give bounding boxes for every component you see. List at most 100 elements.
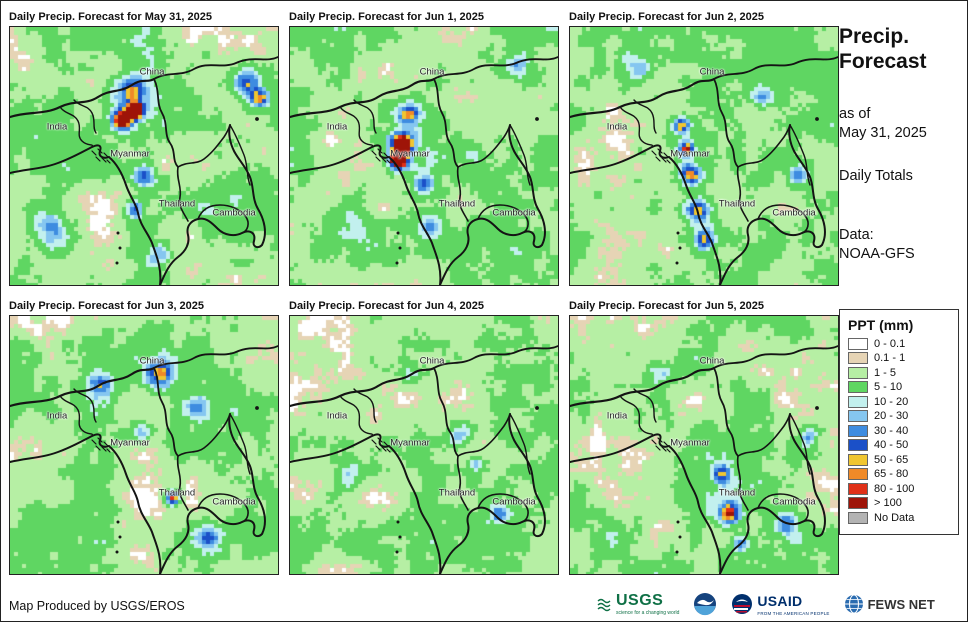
country-label: Cambodia [772, 207, 816, 219]
legend-label: 1 - 5 [874, 366, 897, 379]
legend-label: 10 - 20 [874, 395, 909, 408]
legend-item: No Data [848, 511, 950, 524]
country-label: Cambodia [492, 496, 536, 508]
precip-raster [10, 27, 278, 285]
precip-raster [290, 316, 558, 574]
as-of-block: as of May 31, 2025 [839, 105, 965, 144]
usgs-tagline: science for a changing world [616, 610, 680, 616]
map-canvas-area: China India Myanmar Thailand Cambodia [289, 315, 559, 575]
map-panel: Daily Precip. Forecast for Jun 5, 2025 [569, 300, 841, 575]
legend-item: 65 - 80 [848, 468, 950, 481]
legend-swatch [848, 511, 868, 524]
country-label: Thailand [438, 487, 476, 499]
country-label: India [326, 121, 348, 133]
map-panel: Daily Precip. Forecast for May 31, 2025 [9, 11, 281, 286]
country-label: China [139, 355, 165, 367]
legend-label: 20 - 30 [874, 410, 909, 423]
country-label: Myanmar [110, 437, 150, 449]
map-canvas-area: China India Myanmar Thailand Cambodia [289, 26, 559, 286]
as-of-date: May 31, 2025 [839, 125, 927, 142]
map-canvas-area: China India Myanmar Thailand Cambodia [569, 315, 839, 575]
country-borders-icon [10, 345, 278, 574]
country-label: China [699, 66, 725, 78]
legend-item: 80 - 100 [848, 482, 950, 495]
country-label: India [46, 121, 68, 133]
precip-raster [570, 316, 838, 574]
country-label: China [419, 355, 445, 367]
country-label: India [606, 410, 628, 422]
map-panel-title: Daily Precip. Forecast for May 31, 2025 [9, 11, 212, 23]
legend-label: 0 - 0.1 [874, 337, 906, 350]
legend-item: 1 - 5 [848, 366, 950, 379]
map-panel-title: Daily Precip. Forecast for Jun 1, 2025 [289, 11, 485, 23]
legend-label: 80 - 100 [874, 482, 915, 495]
map-canvas-area: China India Myanmar Thailand Cambodia [9, 315, 279, 575]
legend-swatch [848, 410, 868, 423]
map-panel-title: Daily Precip. Forecast for Jun 3, 2025 [9, 300, 205, 312]
country-label: Cambodia [212, 207, 256, 219]
legend-swatch [848, 352, 868, 365]
legend-swatch [848, 439, 868, 452]
country-borders-icon [570, 56, 838, 285]
legend-swatch [848, 482, 868, 495]
legend-item: > 100 [848, 497, 950, 510]
country-label: India [326, 410, 348, 422]
legend-item: 30 - 40 [848, 424, 950, 437]
data-source-label: Data: [839, 226, 874, 243]
legend-label: 5 - 10 [874, 381, 903, 394]
map-panel: Daily Precip. Forecast for Jun 1, 2025 [289, 11, 561, 286]
legend-label: 65 - 80 [874, 468, 909, 481]
country-label: Cambodia [492, 207, 536, 219]
noaa-logo [693, 592, 717, 616]
legend-label: 50 - 65 [874, 453, 909, 466]
fewsnet-globe-icon [844, 594, 863, 614]
map-panel: Daily Precip. Forecast for Jun 3, 2025 [9, 300, 281, 575]
legend-swatch [848, 468, 868, 481]
legend-label: No Data [874, 511, 915, 524]
country-label: India [606, 121, 628, 133]
partner-logos: USGS science for a changing world USAID … [597, 592, 935, 616]
as-of-label: as of [839, 105, 871, 122]
usgs-logo-text: USGS [616, 592, 664, 609]
country-label: Cambodia [772, 496, 816, 508]
map-panel: Daily Precip. Forecast for Jun 4, 2025 [289, 300, 561, 575]
legend-swatch [848, 453, 868, 466]
legend-label: > 100 [874, 497, 902, 510]
country-label: India [46, 410, 68, 422]
daily-totals-label: Daily Totals [839, 167, 913, 184]
country-label: China [139, 66, 165, 78]
country-label: Thailand [438, 198, 476, 210]
fewsnet-logo: FEWS NET [844, 594, 935, 614]
legend-item: 5 - 10 [848, 381, 950, 394]
map-panel-title: Daily Precip. Forecast for Jun 4, 2025 [289, 300, 485, 312]
page-title: Precip. Forecast [839, 25, 965, 75]
legend-item: 20 - 30 [848, 410, 950, 423]
legend-item: 0 - 0.1 [848, 337, 950, 350]
map-panel: Daily Precip. Forecast for Jun 2, 2025 [569, 11, 841, 286]
legend-item: 10 - 20 [848, 395, 950, 408]
country-label: Myanmar [670, 437, 710, 449]
country-label: Cambodia [212, 496, 256, 508]
page-title-line1: Precip. [839, 25, 910, 48]
country-label: Myanmar [390, 148, 430, 160]
maps-grid: Daily Precip. Forecast for May 31, 2025 [9, 11, 841, 575]
legend-swatch [848, 381, 868, 394]
country-borders-icon [10, 56, 278, 285]
usaid-logo-text: USAID [757, 592, 803, 609]
map-panel-title: Daily Precip. Forecast for Jun 2, 2025 [569, 11, 765, 23]
map-panel-title: Daily Precip. Forecast for Jun 5, 2025 [569, 300, 765, 312]
legend-swatch [848, 424, 868, 437]
precip-raster [10, 316, 278, 574]
legend-item: 0.1 - 1 [848, 352, 950, 365]
precip-raster [570, 27, 838, 285]
usgs-waves-icon [597, 598, 611, 611]
sidebar: Precip. Forecast as of May 31, 2025 Dail… [839, 25, 965, 536]
legend-item: 40 - 50 [848, 439, 950, 452]
legend-label: 40 - 50 [874, 439, 909, 452]
legend-item: 50 - 65 [848, 453, 950, 466]
legend-swatch [848, 366, 868, 379]
legend-label: 30 - 40 [874, 424, 909, 437]
